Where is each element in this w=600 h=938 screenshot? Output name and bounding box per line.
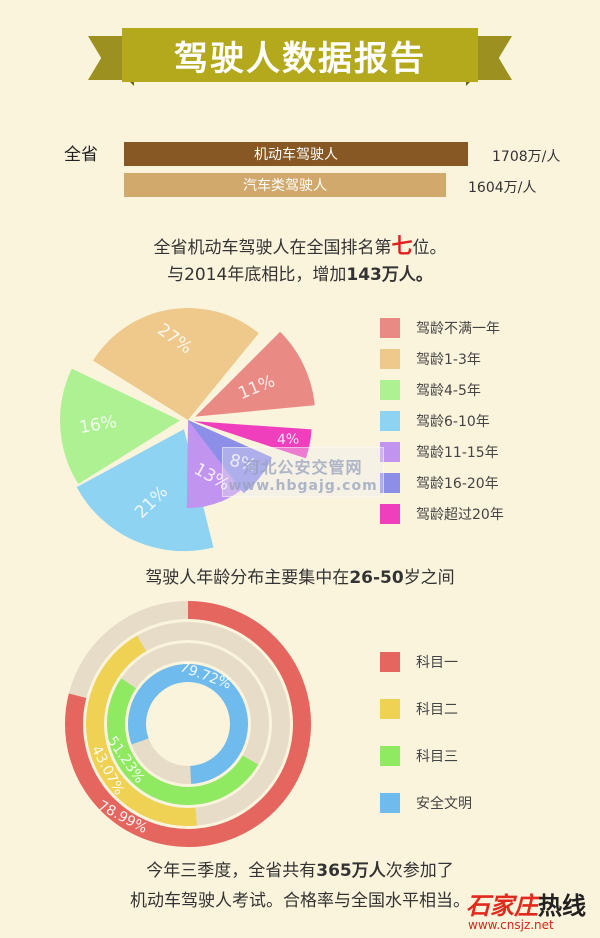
site-logo-name: 石家庄热线 xyxy=(466,886,586,921)
site-logo: 石家庄热线 www.cnsjz.net xyxy=(466,882,600,938)
increase-text-b: 143万人。 xyxy=(346,265,433,285)
legend-label: 驾龄11-15年 xyxy=(416,445,499,461)
exam-text-c: 次参加了 xyxy=(385,861,454,881)
ring-arc xyxy=(128,664,248,784)
pie-slice xyxy=(186,420,252,508)
increase-text-a: 与2014年底相比，增加 xyxy=(167,265,347,285)
legend-swatch xyxy=(380,652,400,672)
pie-legend-item: 驾龄不满一年 xyxy=(380,318,500,338)
legend-swatch xyxy=(380,349,400,369)
pie-slice xyxy=(93,308,259,420)
region-label: 全省 xyxy=(64,145,98,165)
legend-swatch xyxy=(380,793,400,813)
legend-label: 科目一 xyxy=(416,655,458,671)
legend-label: 安全文明 xyxy=(416,796,472,812)
legend-label: 驾龄16-20年 xyxy=(416,476,499,492)
rank-text-a: 全省机动车驾驶人在全国排名第 xyxy=(153,238,392,258)
legend-swatch xyxy=(380,318,400,338)
ring-legend-item: 科目三 xyxy=(380,746,458,766)
legend-label: 驾龄6-10年 xyxy=(416,414,490,430)
bar-motor-drivers: 机动车驾驶人 xyxy=(124,142,468,166)
legend-swatch xyxy=(380,504,400,524)
pie-legend-item: 驾龄16-20年 xyxy=(380,473,499,493)
legend-swatch xyxy=(380,411,400,431)
age-text-c: 岁之间 xyxy=(403,568,455,588)
watermark-url: www.hbgajg.com xyxy=(228,478,378,494)
bar-car-drivers-label: 汽车类驾驶人 xyxy=(243,178,327,194)
driving-years-pie-chart: 11%27%16%21%13%8%4% xyxy=(60,308,315,552)
legend-label: 驾龄4-5年 xyxy=(416,383,481,399)
pie-legend-item: 驾龄4-5年 xyxy=(380,380,481,400)
pie-slice-label: 4% xyxy=(277,431,300,448)
legend-label: 驾龄不满一年 xyxy=(416,321,500,337)
rank-statement: 全省机动车驾驶人在全国排名第七位。 xyxy=(0,230,600,260)
pie-slice xyxy=(76,429,214,552)
increase-statement: 与2014年底相比，增加143万人。 xyxy=(0,260,600,285)
pie-slice xyxy=(188,420,273,494)
pie-slice xyxy=(193,421,312,459)
age-text-a: 驾驶人年龄分布主要集中在 xyxy=(145,568,350,588)
ring-arc xyxy=(86,635,197,826)
ring-legend-item: 安全文明 xyxy=(380,793,472,813)
pie-slice xyxy=(195,331,315,417)
pie-legend-item: 驾龄6-10年 xyxy=(380,411,490,431)
ring-legend-item: 科目一 xyxy=(380,652,458,672)
legend-label: 科目三 xyxy=(416,749,458,765)
bar-car-drivers: 汽车类驾驶人 xyxy=(124,173,446,197)
exam-statement-line1: 今年三季度，全省共有365万人次参加了 xyxy=(0,856,600,881)
ring-arc xyxy=(107,678,259,805)
legend-swatch xyxy=(380,380,400,400)
legend-swatch xyxy=(380,699,400,719)
legend-swatch xyxy=(380,746,400,766)
page-title: 驾驶人数据报告 xyxy=(122,28,478,82)
bar-motor-drivers-value: 1708万/人 xyxy=(492,149,561,165)
site-logo-name-b: 热线 xyxy=(538,891,586,920)
legend-swatch xyxy=(380,473,400,493)
exam-statement-line2: 机动车驾驶人考试。合格率与全国水平相当。 xyxy=(130,891,470,911)
age-range: 26-50 xyxy=(349,568,404,588)
legend-label: 驾龄1-3年 xyxy=(416,352,481,368)
pie-legend-item: 驾龄1-3年 xyxy=(380,349,481,369)
ring-arc xyxy=(65,601,311,847)
legend-swatch xyxy=(380,442,400,462)
bar-car-drivers-value: 1604万/人 xyxy=(468,180,537,196)
age-statement: 驾驶人年龄分布主要集中在26-50岁之间 xyxy=(0,563,600,588)
rank-number: 七 xyxy=(391,234,413,258)
bar-motor-drivers-label: 机动车驾驶人 xyxy=(254,147,338,163)
legend-label: 驾龄超过20年 xyxy=(416,507,504,523)
pie-legend-item: 驾龄11-15年 xyxy=(380,442,499,462)
pie-slice xyxy=(60,368,181,485)
legend-label: 科目二 xyxy=(416,702,458,718)
ring-legend-item: 科目二 xyxy=(380,699,458,719)
exam-count: 365万人 xyxy=(316,861,386,881)
site-logo-url: www.cnsjz.net xyxy=(468,918,554,932)
pie-legend-item: 驾龄超过20年 xyxy=(380,504,504,524)
rank-text-b: 位。 xyxy=(412,238,447,258)
exam-pass-rate-ring-chart: 78.99%43.07%51.23%79.72% xyxy=(65,601,311,847)
watermark: 河北公安交管网 www.hbgajg.com xyxy=(222,447,384,497)
exam-text-a: 今年三季度，全省共有 xyxy=(146,861,317,881)
site-logo-name-a: 石家庄 xyxy=(466,891,538,920)
watermark-title: 河北公安交管网 xyxy=(243,458,363,477)
